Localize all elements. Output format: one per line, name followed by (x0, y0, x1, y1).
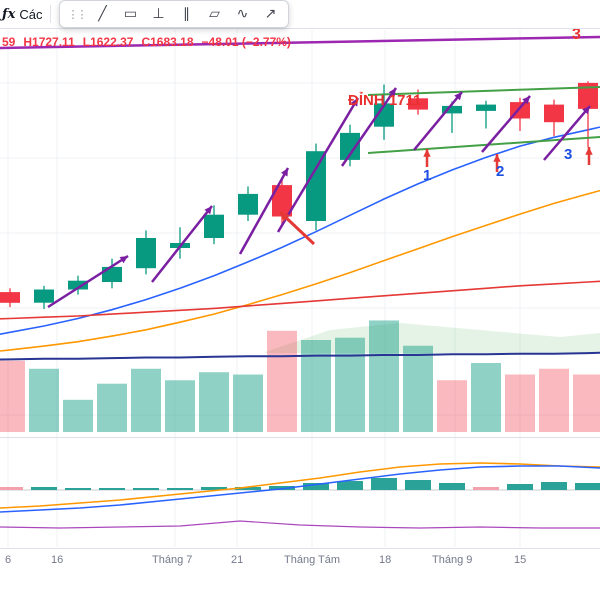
wave-3-annotation[interactable]: 3 (564, 146, 573, 163)
time-axis[interactable]: 6 16 Tháng 7 21 Tháng Tám 18 Tháng 9 15 (0, 548, 600, 575)
legend-close: C1683.18 (141, 35, 194, 49)
rectangle-tool[interactable]: ▭ (117, 3, 143, 25)
ohlc-legend: 59 H1727.11 L1622.37 C1683.18 −48.01 (−2… (2, 35, 291, 49)
drag-handle-icon[interactable]: ⋮⋮ (67, 8, 87, 21)
indicators-button-label: Các (19, 6, 43, 22)
time-tick: 16 (51, 554, 64, 566)
drawing-toolbar: ƒx Các ⋮⋮ ╱ ▭ ⊥ ∥ ▱ ∿ ↗ (0, 0, 600, 29)
parallelogram-tool[interactable]: ▱ (201, 3, 227, 25)
indicators-button[interactable]: ƒx Các (2, 7, 42, 22)
time-tick: 15 (514, 554, 527, 566)
time-tick: 6 (5, 554, 12, 566)
wave-2-annotation[interactable]: 2 (496, 163, 505, 180)
toolbar-divider (50, 5, 52, 23)
fx-indicators-icon: ƒx (2, 6, 16, 22)
time-tick: Tháng 9 (432, 554, 473, 566)
wave-1-annotation[interactable]: 1 (423, 167, 432, 184)
trend-line-tool[interactable]: ╱ (89, 3, 115, 25)
channel-tool[interactable]: ∥ (173, 3, 199, 25)
time-tick: Tháng Tám (284, 554, 341, 566)
time-tick: 18 (379, 554, 392, 566)
arrow-tool[interactable]: ↗ (257, 3, 283, 25)
legend-low: L1622.37 (82, 35, 134, 49)
wave-tool[interactable]: ∿ (229, 3, 255, 25)
pitchfork-tool[interactable]: ⊥ (145, 3, 171, 25)
tool-palette: ⋮⋮ ╱ ▭ ⊥ ∥ ▱ ∿ ↗ (59, 0, 290, 28)
legend-change: −48.01 (−2.77%) (201, 35, 291, 49)
time-tick: Tháng 7 (152, 554, 193, 566)
time-tick: 21 (231, 554, 244, 566)
wave-3-top-annotation[interactable]: 3 (572, 26, 581, 43)
legend-open-partial: 59 (2, 35, 16, 49)
peak-annotation[interactable]: ĐỈNH 1711 (348, 92, 422, 109)
legend-high: H1727.11 (23, 35, 75, 49)
